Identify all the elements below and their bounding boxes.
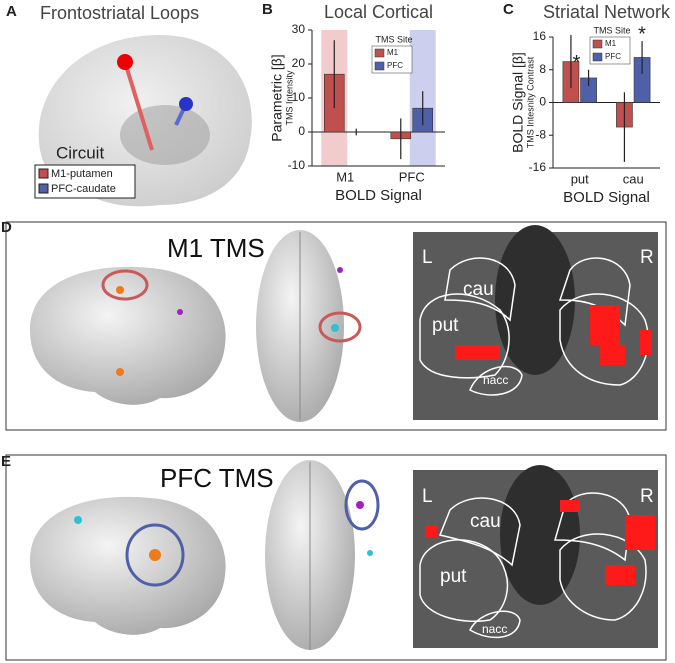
activation — [331, 324, 339, 332]
m1-node — [117, 54, 133, 70]
slice-label: L — [422, 486, 433, 507]
m1-tract — [123, 61, 154, 151]
significance: * — [638, 23, 646, 45]
chart-title: Striatal Network — [543, 2, 671, 22]
y-axis-sublabel: TMS Intesnity Contrast — [525, 56, 535, 148]
slice-label: R — [640, 247, 654, 268]
activation — [356, 501, 364, 509]
legend-swatch — [374, 48, 385, 58]
caudate-outline — [444, 257, 516, 322]
pfc-node — [179, 97, 193, 111]
ventricle — [500, 465, 580, 605]
roi-circle — [318, 311, 362, 343]
panel-title: M1 TMS — [167, 233, 265, 263]
y-tick-label: -16 — [529, 160, 547, 174]
activation — [560, 500, 580, 512]
accumbens-outline — [469, 365, 523, 396]
roi-circle — [125, 523, 185, 587]
slice-label: nacc — [483, 373, 508, 387]
legend-entry: M1 — [605, 39, 617, 48]
y-tick-label: 8 — [539, 62, 546, 76]
legend-swatch — [592, 52, 603, 62]
activation — [640, 330, 652, 355]
putamen-outline — [559, 533, 647, 621]
x-tick-label: cau — [623, 171, 644, 186]
activation — [116, 286, 124, 294]
legend-entry: PFC — [605, 52, 621, 61]
legend-entry: M1 — [387, 48, 399, 57]
panel-e: E PFC TMS L R cau put nacc — [1, 453, 667, 661]
y-tick-label: 10 — [292, 90, 306, 104]
accumbens-outline — [469, 610, 521, 639]
activation — [455, 345, 500, 360]
significance: * — [573, 52, 581, 74]
slice-label: nacc — [482, 622, 507, 636]
panel-a: A Frontostriatal Loops Circuit M1-putame… — [6, 3, 252, 207]
slice-label: cau — [463, 279, 494, 300]
putamen-outline — [559, 293, 649, 386]
legend-swatch — [38, 168, 49, 179]
x-axis-label: BOLD Signal — [335, 187, 422, 204]
panel-label: B — [262, 1, 273, 18]
legend-entry: PFC — [387, 61, 403, 70]
legend-swatch — [592, 39, 603, 49]
activation — [625, 515, 655, 550]
charts: B Local Cortical Parametric [β] TMS Intensi… — [262, 1, 671, 206]
x-tick-label: M1 — [336, 169, 354, 184]
legend-box — [34, 164, 136, 199]
y-tick-label: -8 — [535, 127, 546, 141]
roi-circle — [344, 479, 380, 531]
y-tick-label: 20 — [292, 56, 306, 70]
y-tick-label: 30 — [292, 22, 306, 36]
legend-entry: PFC-caudate — [51, 183, 116, 195]
legend-title: Circuit — [56, 143, 104, 162]
y-tick-label: -10 — [288, 158, 306, 172]
activation — [605, 565, 635, 585]
slice-label: cau — [470, 511, 501, 532]
panel-title: Frontostriatal Loops — [40, 3, 199, 23]
activation — [425, 525, 437, 537]
panel-frame — [5, 454, 667, 661]
x-axis-label: BOLD Signal — [563, 189, 650, 206]
panel-label: A — [6, 3, 17, 20]
roi-circle — [101, 269, 149, 301]
activation — [149, 549, 161, 561]
lateral-brain — [30, 266, 226, 405]
legend-swatch — [38, 183, 49, 194]
y-tick-label: 16 — [533, 29, 547, 43]
x-tick-label: PFC — [399, 169, 425, 184]
putamen-outline — [419, 539, 509, 622]
panel-d: D M1 TMS L R cau put nacc — [1, 219, 667, 431]
activation — [337, 267, 343, 273]
panel-frame — [5, 221, 667, 431]
putamen-outline — [419, 293, 510, 379]
ventricle — [495, 225, 575, 375]
slice-label: L — [422, 247, 433, 268]
y-tick-label: 0 — [298, 124, 305, 138]
legend-title: TMS Site — [375, 34, 412, 44]
legend-swatch — [374, 61, 385, 71]
activation — [116, 368, 124, 376]
activation — [600, 345, 625, 365]
striatum — [120, 105, 210, 165]
x-tick-label: put — [571, 171, 589, 186]
slice-label: put — [440, 566, 467, 587]
panel-title: PFC TMS — [160, 463, 274, 493]
activation — [367, 550, 373, 556]
panel-label: C — [503, 1, 514, 18]
y-axis-label: BOLD Signal [β] — [510, 52, 526, 153]
activation — [177, 309, 183, 315]
y-axis-label: Parametric [β] — [269, 54, 285, 141]
slice-label: R — [640, 486, 654, 507]
y-axis-sublabel: TMS Intensity — [284, 70, 294, 126]
y-tick-label: 0 — [539, 95, 546, 109]
activation — [590, 305, 620, 345]
chart-title: Local Cortical — [324, 2, 433, 22]
slice-label: put — [432, 315, 459, 336]
legend-entry: M1-putamen — [51, 168, 113, 180]
activation — [74, 516, 82, 524]
legend-title: TMS Site — [593, 25, 630, 35]
